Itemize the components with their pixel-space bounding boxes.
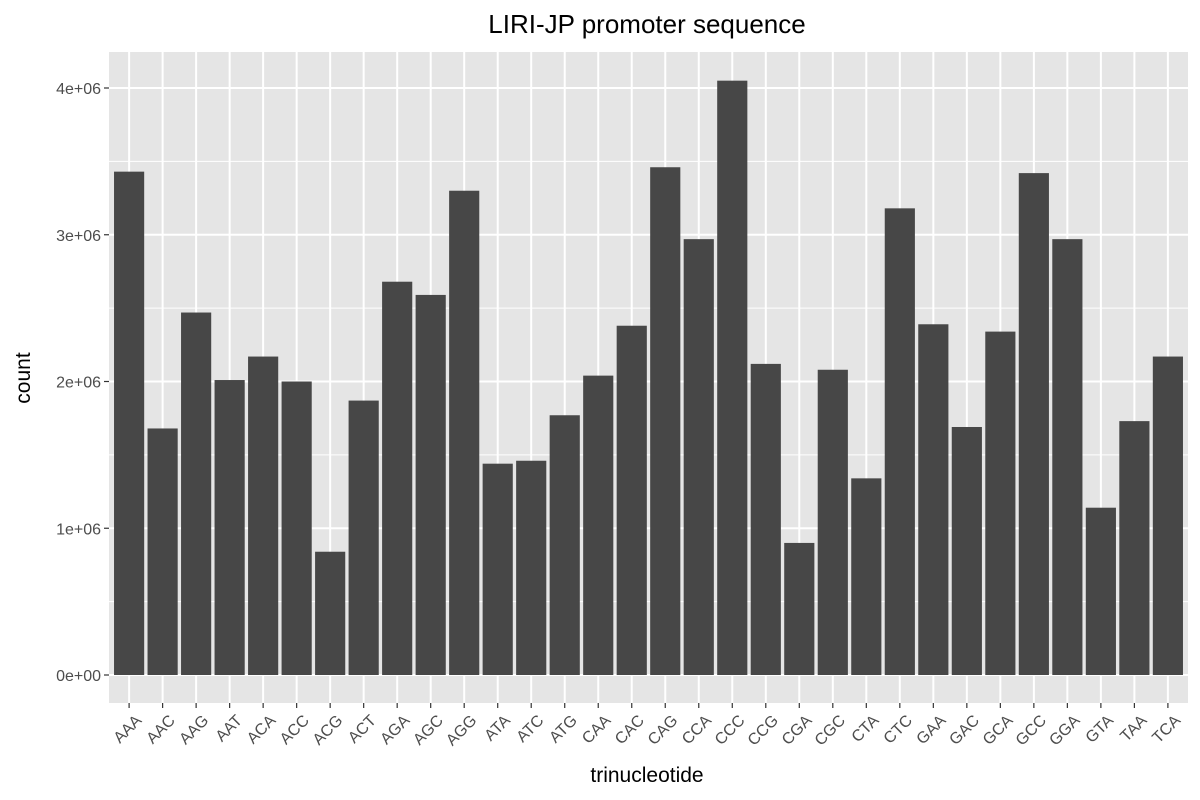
y-axis-title: count [12, 352, 35, 404]
y-axis-ticks: 0e+00 1e+06 2e+06 3e+06 4e+06 [56, 81, 109, 685]
x-tick-label: CCC [712, 712, 749, 749]
bar-GGA [1052, 239, 1083, 675]
bar-AAG [181, 312, 212, 675]
bar-CAA [583, 375, 614, 675]
x-tick-label: CGA [779, 712, 816, 749]
bar-AAA [114, 171, 145, 675]
chart-title: LIRI-JP promoter sequence [488, 9, 805, 39]
x-tick-label: CTA [849, 712, 883, 746]
x-tick-label: TCA [1149, 712, 1184, 747]
x-tick-label: AAG [176, 712, 212, 748]
bar-AGG [449, 190, 480, 675]
bar-AGA [382, 281, 413, 675]
x-tick-label: CCA [679, 712, 715, 748]
x-tick-label: GCA [980, 712, 1017, 749]
x-tick-label: CCG [745, 712, 782, 749]
x-tick-label: ACT [345, 712, 380, 747]
x-tick-label: ATC [514, 712, 548, 746]
bar-AAC [147, 428, 178, 675]
x-tick-label: CAA [579, 712, 615, 748]
x-tick-label: ACG [310, 712, 347, 749]
bar-ACC [281, 381, 312, 675]
bar-CCA [683, 239, 714, 675]
bar-ATG [549, 415, 580, 675]
x-tick-label: AAA [111, 712, 146, 747]
y-tick-label: 1e+06 [56, 521, 101, 538]
x-tick-label: CAC [612, 712, 648, 748]
bar-ACG [315, 551, 346, 675]
bar-ACA [248, 356, 279, 675]
bar-CCC [717, 80, 748, 676]
x-tick-label: CTC [881, 712, 916, 747]
x-tick-label: GGA [1046, 712, 1083, 749]
bar-AGC [415, 294, 446, 675]
x-tick-label: GCC [1013, 712, 1050, 749]
bar-GAA [918, 324, 949, 675]
bar-CTA [851, 478, 882, 675]
bar-TAA [1119, 421, 1150, 675]
bar-CAG [650, 167, 681, 675]
bar-TCA [1152, 356, 1183, 675]
bar-GCA [985, 331, 1016, 675]
y-tick-label: 2e+06 [56, 375, 101, 392]
x-tick-label: ACA [244, 712, 280, 748]
y-tick-label: 4e+06 [56, 81, 101, 98]
bars [114, 80, 1183, 676]
bar-AAT [214, 380, 245, 675]
bar-CTC [884, 208, 915, 675]
x-tick-label: GTA [1083, 712, 1118, 747]
bar-ATA [482, 463, 513, 675]
x-tick-label: ACC [277, 712, 313, 748]
bar-GTA [1085, 507, 1116, 675]
x-tick-label: AGG [443, 712, 480, 749]
x-tick-label: CGC [812, 712, 849, 749]
x-tick-label: AAC [144, 712, 179, 747]
x-tick-label: CAG [645, 712, 682, 749]
x-tick-label: GAC [946, 712, 983, 749]
x-tick-label: AAT [213, 712, 246, 745]
y-tick-label: 3e+06 [56, 228, 101, 245]
bar-GAC [951, 426, 982, 675]
bar-ATC [516, 460, 547, 675]
x-tick-label: TAA [1117, 712, 1150, 745]
bar-GCC [1018, 173, 1049, 676]
bar-ACT [348, 400, 379, 675]
bar-CCG [750, 363, 781, 675]
bar-CGA [784, 542, 815, 675]
x-tick-label: ATG [546, 712, 580, 746]
x-axis-title: trinucleotide [590, 764, 703, 787]
x-tick-label: GAA [914, 712, 950, 748]
x-tick-label: AGC [410, 712, 447, 749]
x-tick-label: AGA [377, 712, 413, 748]
x-tick-label: ATA [482, 712, 515, 745]
bar-CAC [616, 325, 647, 675]
bar-CGC [817, 369, 848, 675]
y-tick-label: 0e+00 [56, 668, 101, 685]
